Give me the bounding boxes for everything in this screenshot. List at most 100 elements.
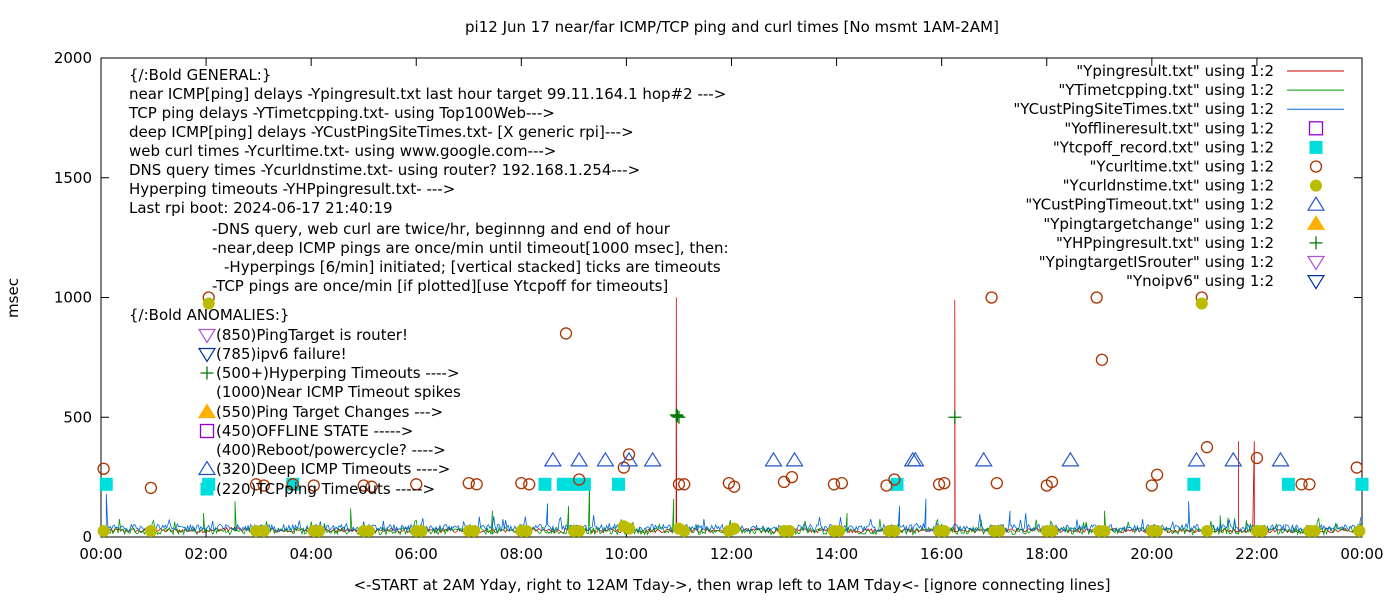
data-point-5 xyxy=(880,479,893,492)
legend-label: "YpingtargetISrouter" using 1:2 xyxy=(1039,253,1274,271)
legend-label: "Ypingtargetchange" using 1:2 xyxy=(1043,215,1274,233)
legend-label: "Ycurldnstime.txt" using 1:2 xyxy=(1063,177,1274,195)
data-point-6 xyxy=(678,525,691,538)
x-tick-label: 14:00 xyxy=(815,545,858,563)
legend-swatch xyxy=(1309,236,1323,250)
data-point-9 xyxy=(669,408,683,422)
data-point-6 xyxy=(1201,525,1214,538)
x-tick-label: 18:00 xyxy=(1025,545,1068,563)
x-tick-label: 20:00 xyxy=(1130,545,1173,563)
y-tick-label: 1500 xyxy=(54,169,92,187)
legend-label: "YHPpingresult.txt" using 1:2 xyxy=(1056,234,1274,252)
data-point-5 xyxy=(97,462,110,475)
annotation-text: DNS query times -Ycurldnstime.txt- using… xyxy=(129,161,640,179)
annotation-text: -TCP pings are once/min [if plotted][use… xyxy=(212,277,668,295)
data-point-6 xyxy=(938,525,951,538)
data-point-7 xyxy=(1187,451,1206,467)
data-point-4 xyxy=(1355,477,1369,491)
legend-label: "Ynoipv6" using 1:2 xyxy=(1126,272,1274,290)
data-point-5 xyxy=(559,327,573,340)
data-point-5 xyxy=(785,470,799,484)
annotation-text: Hyperping timeouts -YHPpingresult.txt- -… xyxy=(129,180,455,198)
data-point-5 xyxy=(523,478,536,491)
data-point-5 xyxy=(144,481,158,495)
data-point-6 xyxy=(1046,525,1059,538)
data-point-6 xyxy=(1256,525,1269,538)
annotation-marker xyxy=(200,482,214,496)
data-point-6 xyxy=(313,525,326,538)
x-tick-label: 16:00 xyxy=(920,545,963,563)
data-point-9 xyxy=(948,410,962,424)
data-point-5 xyxy=(1045,475,1059,489)
annotation-text: {/:Bold ANOMALIES:} xyxy=(129,306,289,324)
data-point-6 xyxy=(1098,525,1111,538)
data-point-5 xyxy=(777,475,791,489)
data-point-7 xyxy=(974,451,993,467)
data-point-4 xyxy=(1187,477,1201,491)
annotation-text: (220)TCPping Timeouts -----> xyxy=(216,480,435,498)
data-point-7 xyxy=(619,451,639,467)
annotation-text: -DNS query, web curl are twice/hr, begin… xyxy=(212,220,671,238)
data-point-5 xyxy=(990,476,1003,490)
data-point-4 xyxy=(577,477,591,491)
legend-label: "Yofflineresult.txt" using 1:2 xyxy=(1064,119,1274,137)
annotation-text: -Hyperpings [6/min] initiated; [vertical… xyxy=(224,258,721,276)
data-point-6 xyxy=(833,525,846,538)
data-point-5 xyxy=(307,479,320,492)
legend-swatch xyxy=(1306,215,1326,230)
annotation-text: (785)ipv6 failure! xyxy=(216,345,347,363)
annotation-text: near ICMP[ping] delays -Ypingresult.txt … xyxy=(129,85,726,103)
y-tick-label: 2000 xyxy=(54,49,92,67)
x-tick-label: 00:00 xyxy=(1340,545,1383,563)
axes: 00:00 02:00 04:00 06:00 08:00 10:00 12:00 14:00… xyxy=(54,49,1384,563)
data-point-7 xyxy=(785,451,804,467)
data-point-9 xyxy=(672,410,686,424)
data-point-5 xyxy=(286,478,299,491)
data-point-5 xyxy=(938,476,951,490)
data-point-6 xyxy=(362,525,375,538)
legend-swatch xyxy=(1308,121,1324,136)
legend-label: "Ypingresult.txt" using 1:2 xyxy=(1076,62,1274,80)
annotation-text: Last rpi boot: 2024-06-17 21:40:19 xyxy=(129,199,393,217)
annotation-text: -near,deep ICMP pings are once/min until… xyxy=(212,239,729,257)
data-point-5 xyxy=(1150,468,1164,481)
x-tick-label: 10:00 xyxy=(605,545,648,563)
x-tick-label: 22:00 xyxy=(1235,545,1278,563)
legend-label: "YCustPingSiteTimes.txt" using 1:2 xyxy=(1013,100,1274,118)
annotation-marker xyxy=(197,403,217,419)
annotation-text: (1000)Near ICMP Timeout spikes xyxy=(216,383,461,401)
legend-swatch xyxy=(1306,196,1326,211)
y-tick-label: 0 xyxy=(82,528,92,546)
legend: "Ypingresult.txt" using 1:2"YTimetcpping… xyxy=(1013,62,1344,290)
data-point-6 xyxy=(257,525,270,538)
x-axis-label: <-START at 2AM Yday, right to 12AM Tday-… xyxy=(354,576,1111,594)
data-point-7 xyxy=(543,451,562,467)
legend-label: "Ytcpoff_record.txt" using 1:2 xyxy=(1053,138,1274,157)
annotations: {/:Bold GENERAL:}near ICMP[ping] delays … xyxy=(128,66,729,498)
x-tick-label: 02:00 xyxy=(184,545,227,563)
data-point-5 xyxy=(1095,353,1109,366)
data-point-5 xyxy=(932,478,946,491)
legend-label: "YTimetcpping.txt" using 1:2 xyxy=(1058,81,1274,99)
y-axis-label: msec xyxy=(4,278,22,318)
data-point-5 xyxy=(357,479,370,492)
data-point-6 xyxy=(1195,297,1208,310)
legend-swatch xyxy=(1309,160,1323,173)
data-point-5 xyxy=(672,478,686,491)
data-point-5 xyxy=(257,479,271,492)
chart-title: pi12 Jun 17 near/far ICMP/TCP ping and c… xyxy=(465,18,999,36)
data-point-5 xyxy=(410,478,423,491)
series-layer xyxy=(97,291,1369,538)
data-point-6 xyxy=(415,525,428,538)
data-point-7 xyxy=(570,451,589,467)
annotation-text: (450)OFFLINE STATE -----> xyxy=(216,422,413,440)
legend-label: "Ycurltime.txt" using 1:2 xyxy=(1089,158,1274,176)
data-point-5 xyxy=(1303,478,1316,491)
data-point-4 xyxy=(556,477,570,491)
y-tick-label: 500 xyxy=(63,408,92,426)
data-point-4 xyxy=(286,477,300,491)
data-point-7 xyxy=(1271,451,1290,467)
data-point-5 xyxy=(1350,461,1363,474)
data-point-6 xyxy=(468,525,481,538)
